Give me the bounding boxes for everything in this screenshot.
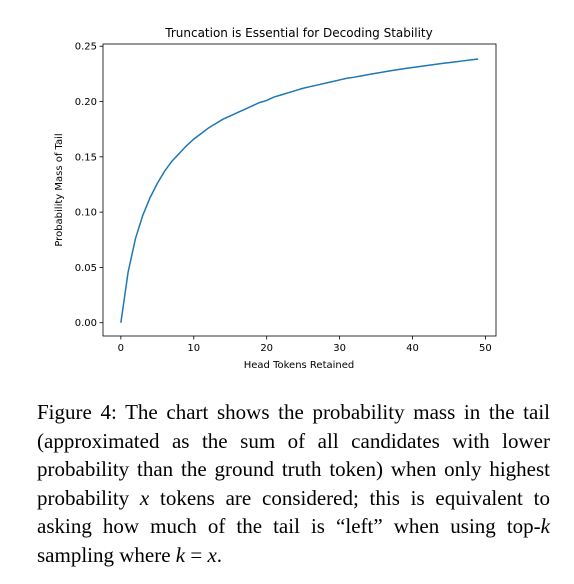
figure-caption: Figure 4: The chart shows the probabilit… <box>37 398 550 569</box>
caption-eq-lhs: k <box>175 542 186 567</box>
x-axis-title: Head Tokens Retained <box>244 360 354 371</box>
x-tick-label: 50 <box>479 343 492 354</box>
caption-text: tokens are considered; this is equivalen… <box>37 485 550 539</box>
y-axis-title: Probability Mass of Tail <box>54 133 65 246</box>
y-tick-label: 0.05 <box>75 263 97 274</box>
caption-var-k: k <box>540 514 550 538</box>
caption-eq-rhs: x <box>207 542 217 567</box>
plot-area <box>102 43 497 337</box>
chart: Truncation is Essential for Decoding Sta… <box>54 26 497 371</box>
caption-text: The chart shows the probability mass in … <box>37 400 550 510</box>
caption-var-x: x <box>139 485 150 510</box>
caption-eq-op: = <box>185 542 208 567</box>
caption-text: sampling where <box>37 542 176 567</box>
x-tick-label: 30 <box>333 343 346 354</box>
y-tick-label: 0.25 <box>75 42 97 53</box>
y-axis: 0.00 0.05 0.10 0.15 0.20 0.25 <box>75 42 103 329</box>
x-tick-label: 40 <box>406 343 419 354</box>
caption-label: Figure 4: <box>37 400 117 424</box>
plot-frame <box>102 43 497 337</box>
caption-text: . <box>216 542 223 567</box>
x-tick-label: 10 <box>187 343 200 354</box>
series-line <box>120 58 479 323</box>
y-tick-label: 0.10 <box>75 208 97 219</box>
y-tick-label: 0.15 <box>75 152 97 163</box>
chart-title: Truncation is Essential for Decoding Sta… <box>164 26 432 40</box>
x-tick-label: 20 <box>260 343 273 354</box>
x-tick-label: 0 <box>118 343 124 354</box>
y-tick-label: 0.00 <box>75 318 97 329</box>
x-axis: 0 10 20 30 40 50 <box>118 336 492 354</box>
y-tick-label: 0.20 <box>75 97 97 108</box>
